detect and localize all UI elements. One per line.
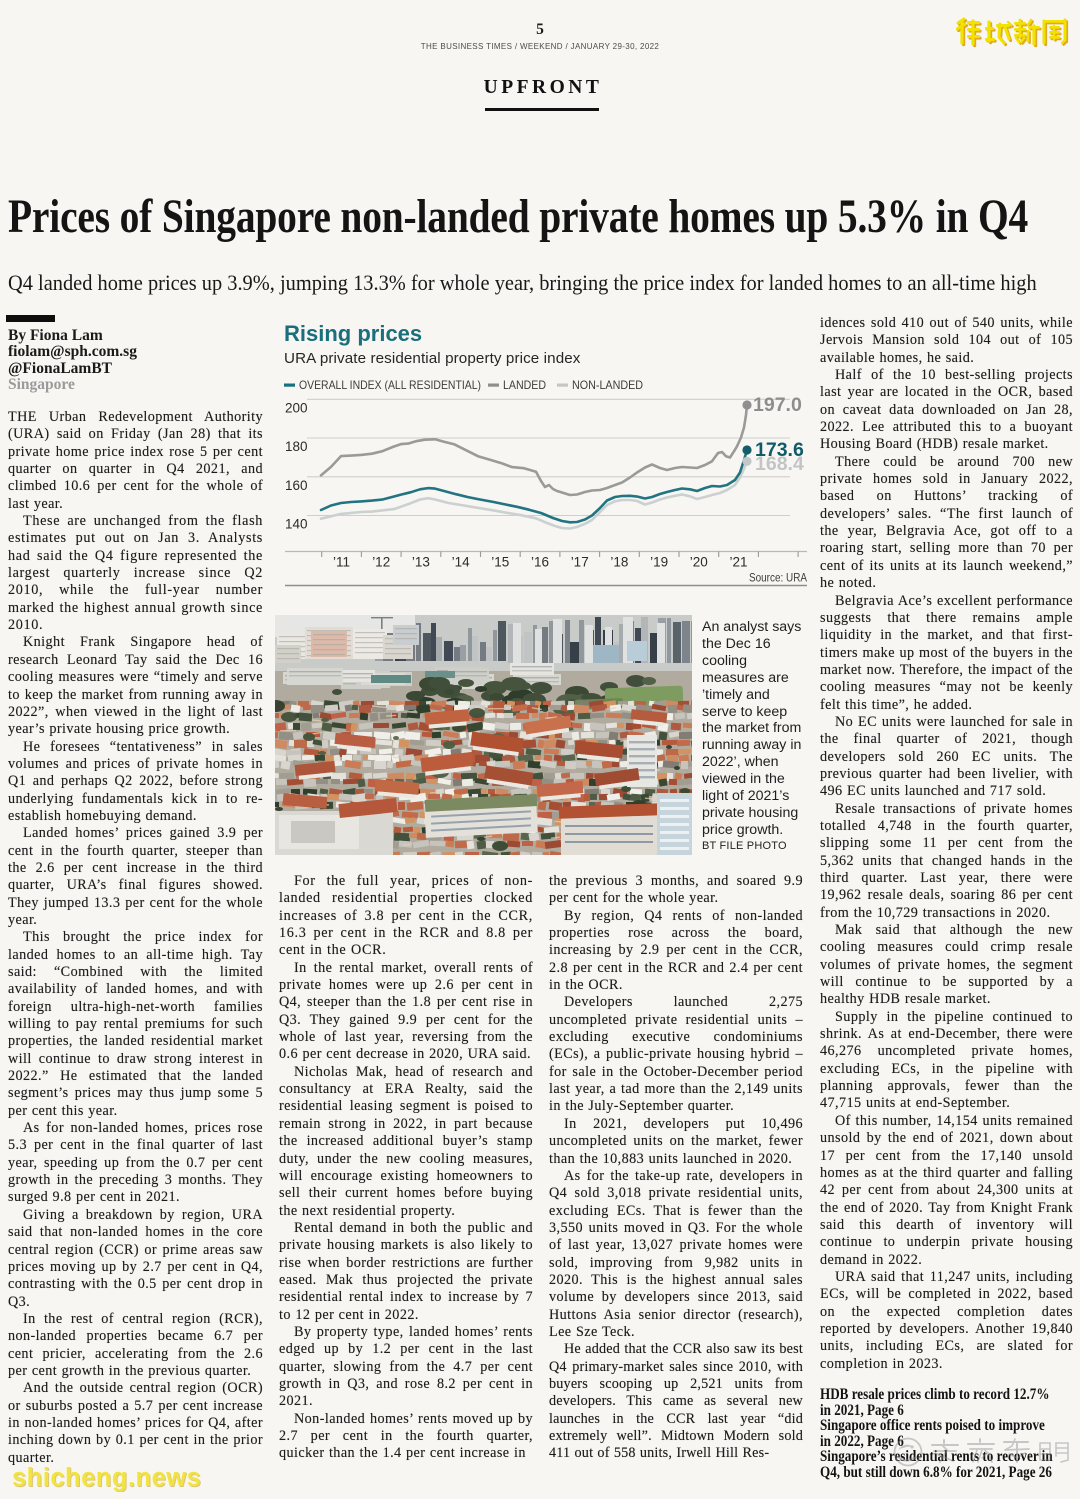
svg-text:180: 180: [285, 439, 308, 454]
svg-text:160: 160: [285, 478, 308, 493]
svg-text:’11: ’11: [333, 555, 350, 570]
svg-text:’19: ’19: [650, 555, 668, 570]
svg-text:OVERALL INDEX (ALL RESIDENTIAL: OVERALL INDEX (ALL RESIDENTIAL): [299, 379, 481, 392]
svg-text:197.0: 197.0: [753, 394, 802, 416]
svg-text:’12: ’12: [372, 555, 390, 570]
svg-text:’17: ’17: [571, 555, 589, 570]
svg-text:200: 200: [285, 400, 308, 415]
svg-text:LANDED: LANDED: [503, 379, 546, 392]
svg-text:’18: ’18: [610, 555, 628, 570]
svg-text:’20: ’20: [690, 555, 708, 570]
svg-text:’14: ’14: [452, 555, 471, 570]
svg-text:’16: ’16: [531, 555, 549, 570]
svg-text:173.6: 173.6: [755, 439, 804, 461]
svg-text:NON-LANDED: NON-LANDED: [572, 379, 643, 392]
svg-text:Source: URA: Source: URA: [749, 573, 807, 585]
svg-text:168.4: 168.4: [755, 453, 804, 475]
svg-text:’21: ’21: [729, 555, 747, 570]
svg-text:140: 140: [285, 517, 308, 532]
svg-text:’15: ’15: [491, 555, 509, 570]
svg-text:’13: ’13: [412, 555, 430, 570]
